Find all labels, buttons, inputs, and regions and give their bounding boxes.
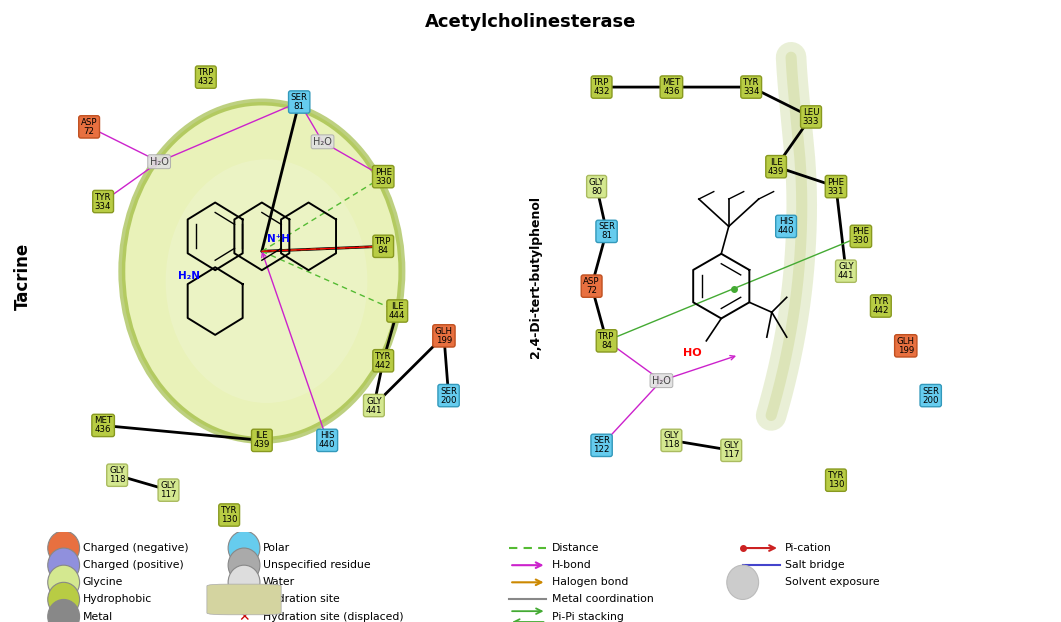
Ellipse shape — [48, 600, 80, 622]
Ellipse shape — [48, 565, 80, 600]
Ellipse shape — [48, 531, 80, 565]
Ellipse shape — [228, 548, 260, 582]
Text: TYR
334: TYR 334 — [94, 193, 111, 210]
Text: MET
436: MET 436 — [662, 78, 680, 96]
Text: Metal: Metal — [83, 611, 112, 621]
Text: HIS
440: HIS 440 — [319, 432, 335, 449]
Text: GLY
117: GLY 117 — [160, 481, 177, 499]
Text: GLY
118: GLY 118 — [663, 432, 680, 449]
Text: ILE
444: ILE 444 — [389, 302, 405, 320]
Text: HIS
440: HIS 440 — [778, 218, 795, 235]
Text: Unspecified residue: Unspecified residue — [263, 560, 370, 570]
Text: H₂O: H₂O — [313, 137, 332, 147]
Text: PHE
330: PHE 330 — [852, 228, 869, 245]
FancyBboxPatch shape — [207, 584, 281, 615]
Text: Glycine: Glycine — [83, 577, 123, 587]
Text: ASP
72: ASP 72 — [81, 118, 98, 136]
Text: PHE
330: PHE 330 — [375, 168, 392, 185]
Text: LEU
333: LEU 333 — [803, 108, 819, 126]
Text: Metal coordination: Metal coordination — [552, 595, 654, 605]
Text: TRP
432: TRP 432 — [593, 78, 610, 96]
Text: TRP
84: TRP 84 — [375, 238, 392, 255]
Text: GLY
80: GLY 80 — [589, 178, 605, 195]
Text: H₂N: H₂N — [178, 271, 201, 281]
Text: Charged (positive): Charged (positive) — [83, 560, 184, 570]
Text: Acetylcholinesterase: Acetylcholinesterase — [424, 13, 637, 30]
Text: Charged (negative): Charged (negative) — [83, 543, 189, 553]
Text: TYR
130: TYR 130 — [828, 471, 845, 489]
Text: TRP
84: TRP 84 — [598, 332, 614, 350]
Text: GLY
118: GLY 118 — [109, 466, 125, 484]
Text: ASP
72: ASP 72 — [584, 277, 599, 295]
Ellipse shape — [228, 565, 260, 600]
Text: TYR
442: TYR 442 — [872, 297, 889, 315]
Text: Salt bridge: Salt bridge — [785, 560, 845, 570]
Ellipse shape — [48, 582, 80, 616]
Text: ILE
439: ILE 439 — [768, 158, 784, 175]
Text: SER
81: SER 81 — [598, 223, 615, 240]
Text: Distance: Distance — [552, 543, 599, 553]
Text: TYR
442: TYR 442 — [375, 352, 392, 369]
Text: SER
200: SER 200 — [922, 387, 939, 404]
Text: GLH
199: GLH 199 — [897, 337, 915, 355]
Ellipse shape — [166, 159, 367, 403]
Text: SER
122: SER 122 — [593, 437, 610, 454]
Text: TYR
334: TYR 334 — [743, 78, 760, 96]
Text: GLY
441: GLY 441 — [366, 397, 382, 414]
Text: Pi-cation: Pi-cation — [785, 543, 832, 553]
Ellipse shape — [48, 548, 80, 582]
Text: H₂O: H₂O — [653, 376, 671, 386]
Text: ✕: ✕ — [239, 610, 249, 622]
Text: SER
200: SER 200 — [440, 387, 457, 404]
Text: TRP
432: TRP 432 — [197, 68, 214, 86]
Text: HO: HO — [682, 348, 701, 358]
Text: H₂O: H₂O — [150, 157, 169, 167]
Ellipse shape — [122, 102, 402, 440]
Text: Hydration site (displaced): Hydration site (displaced) — [263, 611, 404, 621]
Text: Polar: Polar — [263, 543, 291, 553]
Text: Hydration site: Hydration site — [263, 595, 340, 605]
Text: Tacrine: Tacrine — [15, 243, 32, 310]
Text: H-bond: H-bond — [552, 560, 591, 570]
Text: Halogen bond: Halogen bond — [552, 577, 628, 587]
Text: GLY
441: GLY 441 — [838, 262, 854, 280]
Text: Solvent exposure: Solvent exposure — [785, 577, 880, 587]
Text: PHE
331: PHE 331 — [828, 178, 845, 195]
Text: TYR
130: TYR 130 — [221, 506, 238, 524]
Ellipse shape — [228, 531, 260, 565]
Text: Hydrophobic: Hydrophobic — [83, 595, 152, 605]
Text: N⁺H: N⁺H — [266, 234, 290, 244]
Text: SER
81: SER 81 — [291, 93, 308, 111]
Text: 2,4-Di-tert-butylphenol: 2,4-Di-tert-butylphenol — [529, 196, 542, 358]
Text: Water: Water — [263, 577, 295, 587]
Text: GLY
117: GLY 117 — [723, 442, 740, 459]
Text: ILE
439: ILE 439 — [254, 432, 271, 449]
Ellipse shape — [727, 565, 759, 600]
Text: MET
436: MET 436 — [94, 417, 112, 434]
Text: GLH
199: GLH 199 — [435, 327, 453, 345]
Text: Pi-Pi stacking: Pi-Pi stacking — [552, 611, 624, 621]
